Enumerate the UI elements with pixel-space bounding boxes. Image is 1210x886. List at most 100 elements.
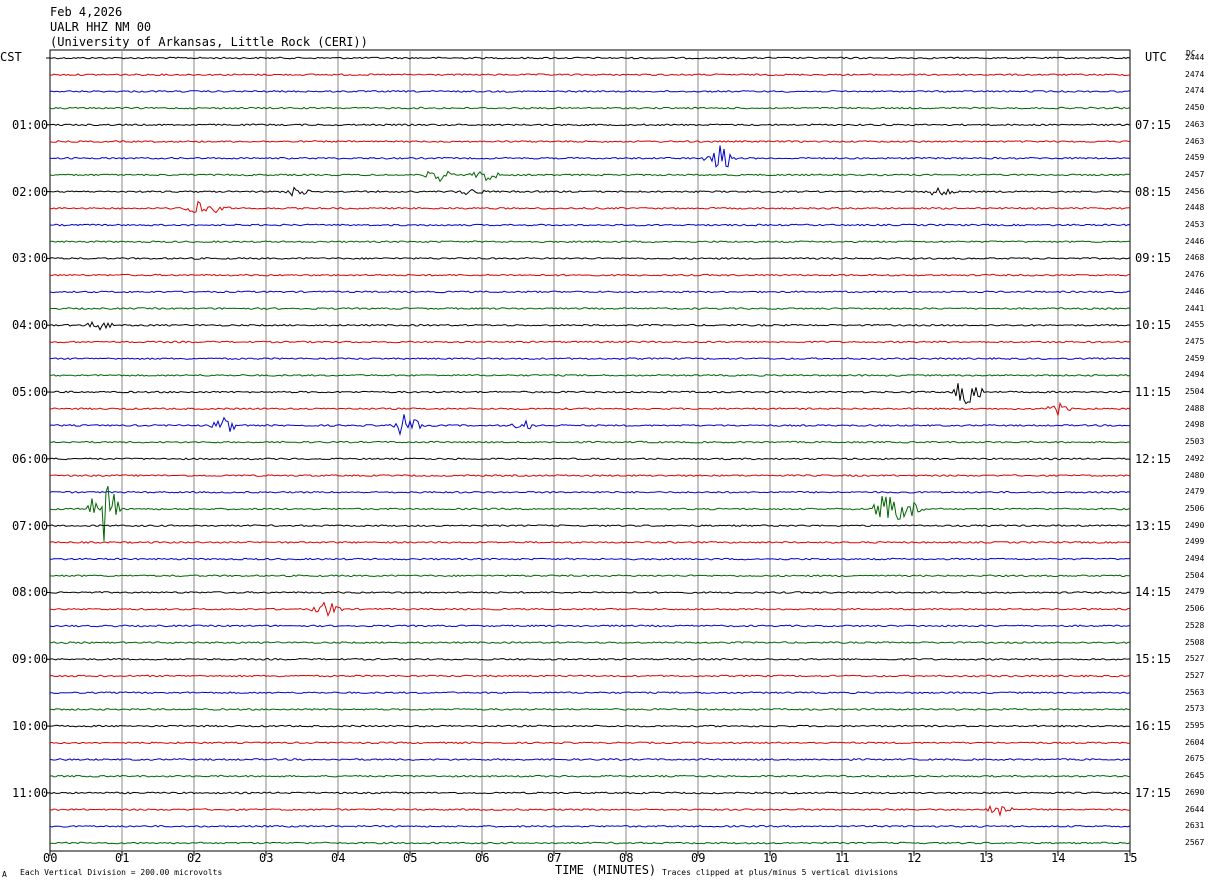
trace-line [49,841,1131,845]
trace-line [49,273,1131,277]
x-tick-label: 15 [1123,851,1138,865]
dc-offset-value: 2690 [1185,787,1205,797]
trace-line [49,140,1131,143]
x-axis-label: TIME (MINUTES) [555,863,657,877]
cst-axis-label: CST [0,50,22,64]
x-tick-label: 07 [547,851,562,865]
trace-line [49,657,1131,661]
trace-line [49,106,1131,110]
x-tick-label: 11 [835,851,850,865]
trace-line [49,591,1131,594]
dc-offset-value: 2604 [1185,737,1205,747]
x-tick-label: 05 [403,851,418,865]
trace-line [49,56,1131,60]
dc-offset-value: 2595 [1185,721,1205,731]
trace-line [49,457,1131,461]
trace-line [49,474,1131,478]
dc-offset-value: 2573 [1185,704,1205,714]
dc-offset-value: 2453 [1185,220,1205,230]
dc-offset-value: 2479 [1185,487,1205,497]
dc-offset-value: 2479 [1185,587,1205,597]
trace-line [49,524,1131,528]
trace-line [49,186,1130,197]
corner-mark: A [2,870,7,879]
utc-hour-label: 08:15 [1135,184,1172,199]
trace-line [49,540,1131,544]
cst-hour-label: 01:00 [12,117,49,132]
trace-line [49,200,1131,214]
dc-offset-value: 2494 [1185,554,1205,564]
trace-line [49,240,1131,244]
utc-hour-label: 14:15 [1135,585,1172,600]
trace-line [49,824,1131,828]
trace-line [50,307,1131,310]
dc-offset-value: 2488 [1185,403,1205,413]
utc-hour-label: 16:15 [1135,719,1172,734]
header-date: Feb 4,2026 [50,5,123,19]
trace-line [49,758,1131,761]
header-station: UALR HHZ NM 00 [50,20,152,34]
dc-offset-value: 2468 [1185,253,1205,263]
cst-hour-label: 04:00 [12,318,49,333]
trace-line [49,320,1131,331]
dc-offset-value: 2480 [1185,470,1205,480]
trace-line [49,383,1131,405]
trace-line [49,557,1131,561]
dc-offset-value: 2527 [1185,670,1205,680]
dc-offset-value: 2459 [1185,353,1205,363]
dc-offset-value: 2463 [1185,119,1205,129]
clip-note: Traces clipped at plus/minus 5 vertical … [662,868,899,877]
utc-hour-label: 11:15 [1135,385,1172,400]
cst-hour-label: 03:00 [12,251,49,266]
utc-hour-label: 09:15 [1135,251,1172,266]
trace-line [50,724,1131,728]
dc-offset-value: 2475 [1185,336,1205,346]
dc-offset-value: 2508 [1185,637,1205,647]
dc-offset-value: 2444 [1185,53,1205,62]
trace-line [49,414,1131,437]
trace-line [49,791,1130,795]
dc-offset-value: 2457 [1185,169,1205,179]
dc-offset-value: 2455 [1185,320,1205,330]
dc-offset-value: 2441 [1185,303,1205,313]
scale-note: Each Vertical Division = 200.00 microvol… [20,868,223,877]
x-tick-label: 01 [115,851,130,865]
trace-line [49,601,1131,618]
trace-line [49,170,1131,183]
trace-line [49,73,1131,77]
trace-line [49,741,1131,745]
dc-offset-value: 2448 [1185,203,1205,213]
x-tick-label: 14 [1051,851,1066,865]
trace-line [49,804,1131,817]
trace-line [49,290,1131,294]
dc-offset-value: 2499 [1185,537,1205,547]
trace-line [49,257,1131,260]
x-tick-label: 09 [691,851,706,865]
plot-frame [49,49,1131,852]
cst-hour-label: 02:00 [12,184,49,199]
dc-offset-value: 2567 [1185,838,1205,847]
header-institution: (University of Arkansas, Little Rock (CE… [50,35,368,49]
x-tick-label: 00 [43,851,58,865]
trace-line [49,440,1131,444]
dc-offset-value: 2644 [1185,804,1205,814]
x-tick-label: 08 [619,851,634,865]
utc-axis-label: UTC [1145,50,1167,64]
dc-offset-value: 2450 [1185,103,1205,113]
dc-offset-value: 2631 [1185,821,1205,831]
dc-offset-value: 2504 [1185,570,1205,580]
utc-hour-label: 07:15 [1135,117,1172,132]
x-tick-label: 06 [475,851,490,865]
cst-hour-label: 05:00 [12,385,49,400]
dc-label: DC [1186,49,1196,58]
trace-line [49,624,1131,628]
trace-line [49,89,1131,93]
dc-offset-value: 2463 [1185,136,1205,146]
dc-offset-value: 2645 [1185,771,1205,781]
trace-line [49,674,1131,678]
trace-line [49,641,1131,644]
dc-offset-value: 2459 [1185,153,1205,163]
dc-offset-value: 2456 [1185,186,1205,196]
